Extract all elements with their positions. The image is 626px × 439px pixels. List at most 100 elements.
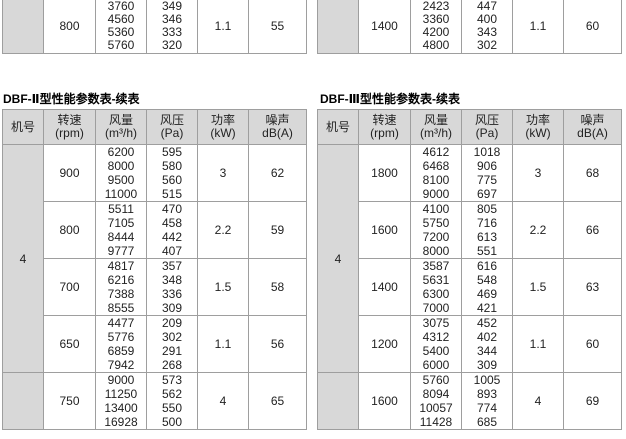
header-row: 机号 转速 (rpm) 风量 (m³/h) 风压 (Pa) 功率 (kW) 噪声 dB(A) (2, 109, 307, 145)
col-header-machine-no: 机号 (2, 109, 44, 145)
col-header-power: 功率 (kW) (512, 109, 564, 145)
flow-value: 5750 (422, 216, 450, 230)
flow-value: 8000 (422, 244, 450, 258)
col-header-pressure-line: 风压 (159, 113, 184, 127)
pressure-value: 500 (161, 415, 183, 429)
machine-no-cell (2, 372, 44, 430)
pressure-value: 560 (161, 173, 183, 187)
speed-cell: 1400 (358, 258, 411, 316)
flow-value: 5760 (107, 37, 135, 52)
pressure-value: 447 (476, 0, 498, 13)
speed-cell: 1600 (358, 201, 411, 259)
noise-cell: 65 (248, 372, 307, 430)
pressure-value: 320 (161, 37, 183, 52)
flow-value: 8094 (422, 387, 450, 401)
speed-cell: 1800 (358, 144, 411, 202)
col-header-power-line: (kW) (210, 126, 236, 140)
pressure-cell: 616 548 469 421 (461, 258, 513, 316)
col-header-noise-line: dB(A) (577, 126, 608, 140)
pressure-value: 421 (476, 301, 498, 315)
flow-value: 5776 (107, 330, 135, 344)
pressure-value: 562 (161, 387, 183, 401)
flow-value: 11000 (104, 187, 138, 201)
col-header-pressure-line: (Pa) (160, 126, 184, 140)
col-header-flow-line: 风量 (108, 113, 133, 127)
pressure-value: 470 (161, 202, 183, 217)
pressure-value: 343 (476, 24, 498, 39)
flow-cell: 3760 4560 5360 5760 (95, 0, 147, 54)
table-title-dbf3: DBF-Ⅲ型性能参数表-续表 (320, 92, 460, 106)
table-row: 1400 3587 5631 6300 7000 616 548 469 421 1.5 63 (318, 258, 622, 316)
pressure-value: 573 (161, 373, 183, 388)
power-cell: 3 (512, 144, 564, 202)
machine-no-cell: 4 (317, 144, 359, 373)
power-cell: 2.2 (197, 201, 249, 259)
pressure-value: 697 (476, 187, 498, 201)
flow-value: 9500 (107, 173, 135, 187)
flow-cell: 5511 7105 8444 9777 (95, 201, 147, 259)
col-header-flow-line: (m³/h) (105, 126, 137, 140)
col-header-flow-line: 风量 (423, 113, 448, 127)
col-header-noise-line: 噪声 (265, 113, 290, 127)
table-row: 700 4817 6216 7388 8555 357 348 336 309 1.5 58 (3, 258, 307, 316)
power-cell: 4 (197, 372, 249, 430)
flow-value: 5400 (422, 344, 450, 358)
pressure-value: 452 (476, 316, 498, 331)
pressure-value: 302 (476, 37, 498, 52)
power-cell: 1.1 (197, 315, 249, 373)
machine-no-cell (317, 372, 359, 430)
pressure-cell: 595 580 560 515 (146, 144, 198, 202)
pressure-value: 302 (161, 330, 183, 344)
flow-value: 3760 (107, 0, 135, 13)
pressure-cell: 357 348 336 309 (146, 258, 198, 316)
pressure-value: 348 (161, 273, 183, 287)
flow-value: 4312 (422, 330, 450, 344)
pressure-cell: 573 562 550 500 (146, 372, 198, 430)
flow-value: 2423 (422, 0, 450, 13)
flow-value: 4817 (107, 259, 135, 274)
noise-cell: 60 (563, 315, 622, 373)
flow-cell: 4817 6216 7388 8555 (95, 258, 147, 316)
pressure-value: 906 (476, 159, 498, 173)
table-row: 750 9000 11250 13400 16928 573 562 550 500 4 65 (2, 372, 307, 430)
power-cell: 3 (197, 144, 249, 202)
pressure-value: 548 (476, 273, 498, 287)
performance-table-dbf3: 机号 转速 (rpm) 风量 (m³/h) 风压 (Pa) 功率 (kW) 噪声 dB(A) 4 180… (317, 109, 622, 430)
machine-no-cell (2, 0, 44, 54)
pressure-value: 613 (476, 230, 498, 244)
col-header-speed-line: (rpm) (55, 126, 84, 140)
pressure-value: 209 (161, 316, 183, 331)
partial-performance-table: 800 3760 4560 5360 5760 349 346 333 320 1.1 55 (2, 0, 307, 54)
pressure-value: 402 (476, 330, 498, 344)
flow-value: 9000 (422, 187, 450, 201)
pressure-value: 309 (161, 301, 183, 315)
speed-cell: 700 (43, 258, 96, 316)
flow-cell: 5760 8094 10057 11428 (410, 372, 462, 430)
pressure-value: 291 (161, 344, 183, 358)
table-title-dbf2: DBF-Ⅱ型性能参数表-续表 (3, 92, 140, 106)
pressure-value: 774 (476, 401, 498, 415)
flow-value: 6000 (422, 358, 450, 372)
col-header-power-line: (kW) (525, 126, 551, 140)
speed-cell: 1400 (358, 0, 411, 54)
pressure-value: 268 (161, 358, 183, 372)
noise-cell: 56 (248, 315, 307, 373)
col-header-speed-line: (rpm) (370, 126, 399, 140)
flow-value: 5360 (107, 24, 135, 39)
pressure-value: 333 (161, 24, 183, 39)
pressure-cell: 1005 893 774 685 (461, 372, 513, 430)
partial-table-dbf2-top: 800 3760 4560 5360 5760 349 346 333 320 1.1 55 (2, 0, 307, 54)
col-header-noise: 噪声 dB(A) (248, 109, 307, 145)
flow-value: 9777 (107, 244, 135, 258)
flow-cell: 2423 3360 4200 4800 (410, 0, 462, 54)
flow-value: 16928 (104, 415, 138, 429)
flow-cell: 4612 6468 8100 9000 (410, 144, 462, 202)
pressure-value: 336 (161, 287, 183, 301)
power-cell: 4 (512, 372, 564, 430)
speed-cell: 900 (43, 144, 96, 202)
flow-value: 10057 (419, 401, 453, 415)
power-cell: 2.2 (512, 201, 564, 259)
noise-cell: 63 (563, 258, 622, 316)
pressure-value: 458 (161, 216, 183, 230)
noise-cell: 62 (248, 144, 307, 202)
